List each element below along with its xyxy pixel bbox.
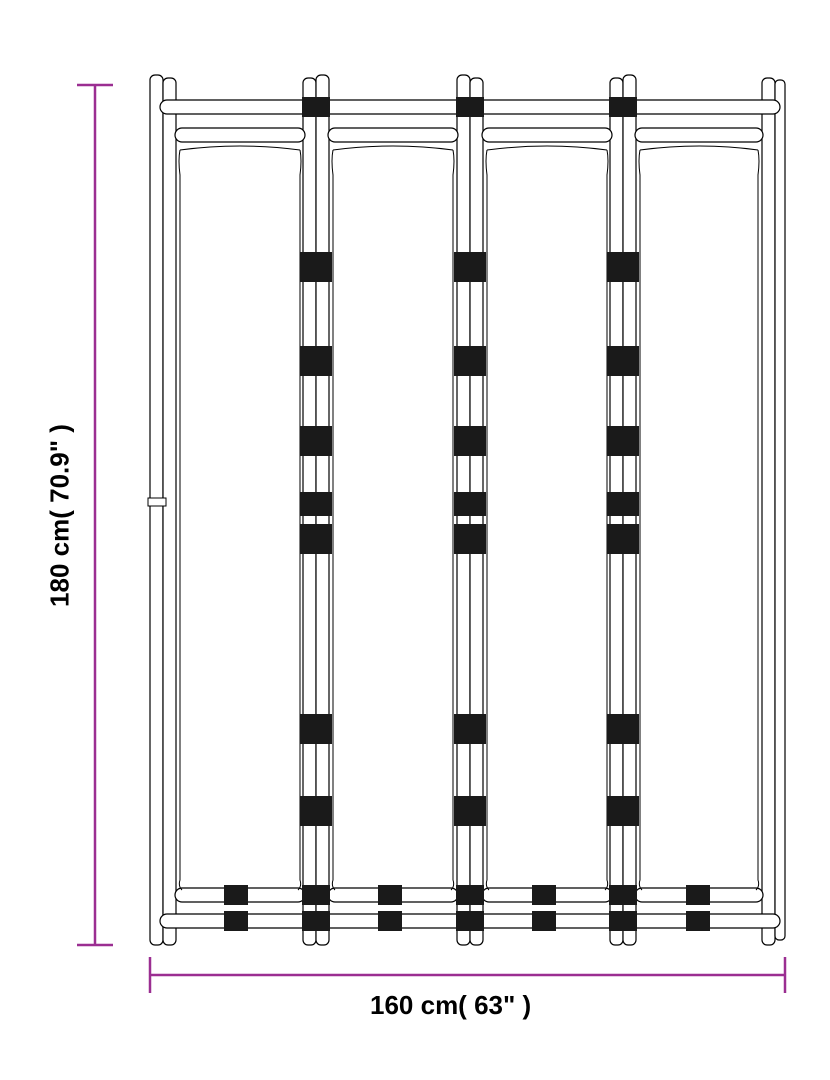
technical-drawing-svg <box>0 0 830 1080</box>
height-dimension-label: 180 cm( 70.9" ) <box>45 416 76 616</box>
width-dimension-label: 160 cm( 63" ) <box>370 990 531 1021</box>
width-dimension-line <box>150 957 785 993</box>
mid-break-marks <box>148 498 166 506</box>
height-dimension-line <box>77 85 113 945</box>
diagram-container: 180 cm( 70.9" ) 160 cm( 63" ) <box>0 0 830 1080</box>
